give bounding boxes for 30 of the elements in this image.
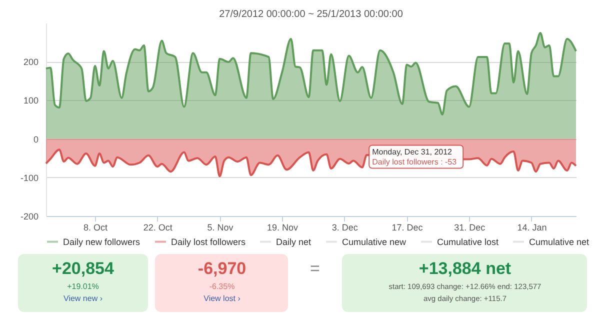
y-tick-label: 0	[33, 134, 38, 144]
y-tick-label: 200	[23, 57, 38, 68]
x-tick-label: 14. Jan	[517, 222, 547, 232]
text: +19.01%	[67, 282, 99, 291]
legend-label: Daily lost followers	[171, 236, 246, 247]
text: =	[310, 259, 320, 278]
x-tick-label: 17. Dec	[392, 222, 424, 232]
x-tick-label: 5. Nov	[207, 222, 234, 232]
y-tick-label: -200	[20, 212, 38, 222]
x-tick-label: 8. Oct	[83, 222, 108, 232]
text: -6.35%	[209, 282, 235, 291]
legend-label: Cumulative lost	[437, 236, 500, 247]
annotation: Daily lost followers : -53	[372, 157, 458, 166]
x-tick-label: 19. Nov	[267, 222, 299, 232]
y-tick-label: -100	[20, 172, 38, 183]
y-tick-label: 100	[23, 96, 38, 106]
annotation: Monday, Dec 31, 2012	[372, 147, 453, 156]
legend-label: Daily new followers	[63, 236, 141, 247]
legend-label: Daily net	[276, 236, 312, 247]
legend-label: Cumulative net	[529, 236, 590, 247]
legend-label: Cumulative new	[342, 236, 407, 247]
x-tick-label: 31. Dec	[454, 222, 486, 232]
x-tick-label: 22. Oct	[143, 222, 173, 232]
chart-title: 27/9/2012 00:00:00 ~ 25/1/2013 00:00:00	[219, 9, 404, 20]
text: +13,884 net	[418, 259, 512, 278]
text: View lost ›	[204, 294, 241, 303]
text: View new ›	[64, 294, 103, 303]
text: +20,854	[52, 259, 114, 278]
x-tick-label: 3. Dec	[332, 222, 358, 232]
text: -6,970	[198, 259, 246, 278]
